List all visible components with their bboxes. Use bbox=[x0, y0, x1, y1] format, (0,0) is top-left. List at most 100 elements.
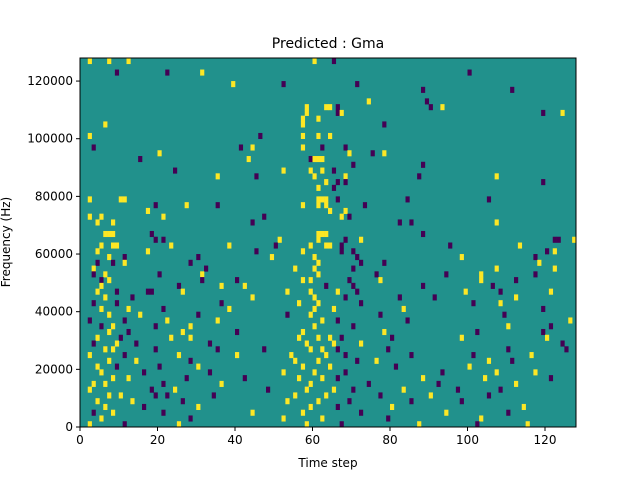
heatmap-cell bbox=[405, 196, 410, 203]
heatmap-cell bbox=[149, 386, 154, 393]
heatmap-cell bbox=[196, 311, 201, 318]
heatmap-cell bbox=[343, 179, 348, 186]
heatmap-cell bbox=[99, 369, 104, 376]
heatmap-cell bbox=[548, 288, 554, 295]
heatmap-cell bbox=[428, 392, 433, 399]
heatmap-cell bbox=[335, 179, 340, 186]
heatmap-cell bbox=[328, 334, 333, 341]
heatmap-cell bbox=[316, 398, 321, 405]
heatmap-cell bbox=[180, 288, 185, 295]
heatmap-cell bbox=[184, 375, 189, 382]
heatmap-cell bbox=[161, 236, 166, 243]
heatmap-cell bbox=[362, 202, 368, 209]
heatmap-cell bbox=[250, 294, 255, 301]
heatmap-cell bbox=[324, 104, 329, 111]
heatmap-cell bbox=[459, 398, 464, 405]
heatmap-cell bbox=[494, 369, 499, 376]
heatmap-cell bbox=[134, 357, 139, 364]
heatmap-cell bbox=[428, 104, 433, 111]
heatmap-cell bbox=[393, 363, 399, 370]
heatmap-cell bbox=[308, 311, 313, 318]
heatmap-cell bbox=[510, 86, 515, 93]
heatmap-cell bbox=[95, 259, 100, 266]
heatmap-cell bbox=[99, 323, 104, 330]
heatmap-cell bbox=[486, 392, 492, 399]
heatmap-cell bbox=[382, 121, 387, 128]
heatmap-cell bbox=[347, 277, 352, 284]
heatmap-cell bbox=[421, 375, 426, 382]
heatmap-cell bbox=[424, 98, 430, 105]
heatmap-cell bbox=[390, 334, 395, 341]
heatmap-cell bbox=[475, 328, 480, 336]
heatmap-cell bbox=[324, 242, 329, 249]
heatmap-cell bbox=[312, 254, 317, 261]
heatmap-cell bbox=[126, 58, 131, 65]
heatmap-cell bbox=[231, 81, 236, 88]
heatmap-cell bbox=[308, 380, 313, 387]
heatmap-cell bbox=[266, 386, 271, 393]
heatmap-cell bbox=[91, 265, 96, 272]
heatmap-cell bbox=[405, 317, 410, 324]
heatmap-cell bbox=[343, 207, 348, 214]
heatmap-cell bbox=[378, 277, 383, 284]
heatmap-cell bbox=[87, 132, 92, 140]
heatmap-cell bbox=[111, 259, 116, 266]
heatmap-cell bbox=[122, 317, 127, 324]
heatmap-cell bbox=[130, 398, 135, 405]
heatmap-cell bbox=[196, 363, 201, 370]
heatmap-cell bbox=[316, 300, 321, 307]
heatmap-cell bbox=[111, 409, 116, 416]
heatmap-cell bbox=[87, 58, 92, 65]
heatmap-cell bbox=[417, 421, 422, 428]
heatmap-cell bbox=[320, 346, 325, 353]
heatmap-cell bbox=[308, 156, 313, 163]
heatmap-cell bbox=[207, 369, 213, 376]
heatmap-cell bbox=[308, 346, 313, 353]
heatmap-cell bbox=[87, 317, 92, 324]
heatmap-cell bbox=[118, 392, 123, 399]
heatmap-cell bbox=[417, 173, 422, 180]
heatmap-cell bbox=[103, 121, 108, 128]
heatmap-cell bbox=[351, 265, 356, 272]
heatmap-cell bbox=[99, 213, 104, 220]
heatmap-cell bbox=[331, 167, 337, 174]
heatmap-cell bbox=[188, 415, 193, 422]
heatmap-cell bbox=[514, 277, 519, 284]
heatmap-cell bbox=[107, 357, 112, 364]
heatmap-cell bbox=[560, 109, 565, 116]
heatmap-cell bbox=[312, 173, 317, 180]
heatmap-cell bbox=[95, 248, 100, 255]
heatmap-cell bbox=[107, 392, 112, 399]
heatmap-cell bbox=[351, 161, 356, 168]
x-tick-label: 60 bbox=[305, 433, 320, 447]
heatmap-cell bbox=[316, 156, 321, 163]
heatmap-cell bbox=[258, 132, 263, 140]
heatmap-cell bbox=[328, 132, 333, 140]
heatmap-cell bbox=[359, 409, 364, 416]
heatmap-cell bbox=[149, 230, 154, 238]
heatmap-cell bbox=[320, 317, 325, 324]
heatmap-cell bbox=[165, 392, 170, 399]
heatmap-cell bbox=[316, 259, 321, 266]
heatmap-cell bbox=[525, 421, 530, 428]
heatmap-cell bbox=[552, 265, 557, 272]
heatmap-cell bbox=[149, 288, 154, 295]
heatmap-cell bbox=[161, 409, 166, 416]
heatmap-cell bbox=[300, 248, 306, 255]
heatmap-cell bbox=[153, 323, 158, 330]
heatmap-cell bbox=[355, 357, 360, 364]
heatmap-cell bbox=[138, 311, 143, 318]
heatmap-cell bbox=[254, 173, 259, 180]
heatmap-cell bbox=[440, 369, 445, 376]
heatmap-cell bbox=[300, 202, 306, 209]
heatmap-cell bbox=[87, 386, 92, 393]
heatmap-cell bbox=[165, 317, 170, 324]
heatmap-cell bbox=[161, 305, 166, 312]
heatmap-cell bbox=[118, 334, 123, 341]
heatmap-cell bbox=[471, 352, 476, 359]
heatmap-cell bbox=[300, 132, 306, 140]
heatmap-cell bbox=[343, 236, 348, 243]
heatmap-cell bbox=[281, 81, 286, 88]
heatmap-cell bbox=[103, 230, 108, 238]
heatmap-cell bbox=[486, 196, 492, 203]
